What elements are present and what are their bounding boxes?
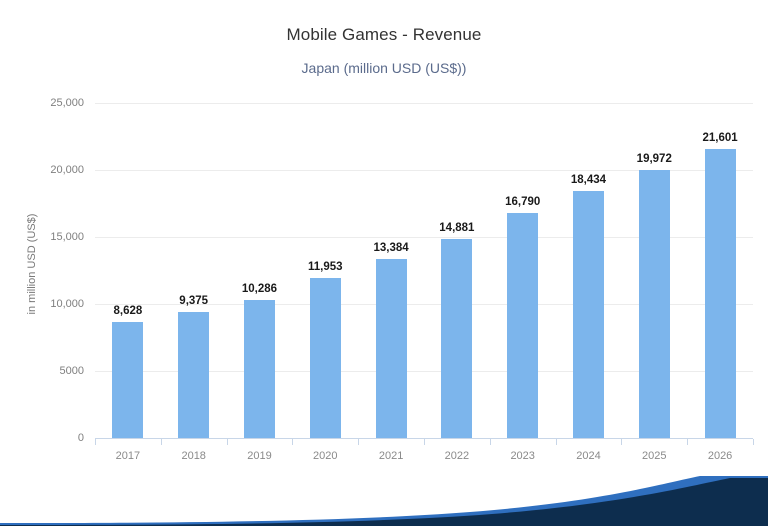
x-axis-tick-label: 2025	[642, 450, 667, 462]
x-axis-tick-mark	[292, 439, 294, 445]
bar-slot: 11,953	[292, 103, 358, 438]
bar-data-label: 21,601	[702, 131, 738, 144]
x-axis-tick-label: 2022	[444, 450, 470, 462]
x-axis-tick-mark	[226, 439, 228, 445]
x-axis-tick-mark	[489, 439, 491, 445]
bar-data-label: 18,434	[570, 174, 607, 186]
bar-data-label: 9,375	[179, 295, 209, 308]
y-axis-tick-label: 25,000	[50, 97, 84, 109]
y-axis-tick-label: 20,000	[50, 164, 84, 176]
bar-slot: 18,434	[556, 103, 622, 438]
chart-plot-frame: in million USD (US$) 0 5000 10,000 15,000 20…	[22, 0, 754, 480]
chart-subtitle: Japan (million USD (US$))	[301, 60, 467, 76]
bar-slot: 19,972	[621, 103, 687, 438]
bar-series: 8,628 9,375 10,286 11,953 13,384 14,881 16,790…	[95, 103, 753, 438]
x-axis-tick-mark	[95, 439, 96, 445]
x-axis-tick-label: 2020	[313, 450, 338, 462]
bar-slot: 16,790	[490, 103, 556, 438]
y-axis-tick-labels: 0 5000 10,000 15,000 20,000 25,000	[22, 0, 84, 480]
x-axis-tick-label: 2024	[576, 450, 601, 462]
bar[interactable]	[441, 238, 473, 438]
bar[interactable]	[309, 277, 341, 438]
x-axis-tick-mark	[358, 439, 360, 445]
y-axis-tick-label: 15,000	[50, 231, 84, 243]
x-axis-tick-mark	[160, 439, 162, 445]
gridline	[95, 237, 753, 238]
bar-data-label: 11,953	[308, 260, 343, 273]
y-axis-tick-label: 0	[77, 432, 84, 444]
bar-slot: 13,384	[358, 103, 424, 438]
x-axis-tick-label: 2019	[247, 450, 272, 462]
bar[interactable]	[704, 148, 736, 438]
bar[interactable]	[112, 322, 144, 438]
plot-area: 8,628 9,375 10,286 11,953 13,384 14,881 16,790…	[95, 103, 753, 438]
chart-footer: Source: Statista statista	[0, 476, 768, 526]
x-axis-tick-label: 2018	[181, 450, 206, 462]
bar-data-label: 10,286	[241, 283, 278, 296]
page-title: Mobile Games - Revenue	[286, 25, 482, 44]
bar[interactable]	[243, 300, 275, 438]
x-axis-tick-label: 2023	[510, 450, 535, 462]
x-axis-tick-mark	[687, 439, 689, 445]
x-axis-tick-mark	[555, 439, 557, 445]
bar[interactable]	[507, 213, 539, 438]
gridline	[95, 103, 753, 104]
gridline	[95, 170, 753, 171]
x-axis-tick-labels: 2017 2018 2019 2020 2021 2022 2023 2024 2025 2026	[95, 450, 753, 462]
bar-slot: 10,286	[227, 103, 293, 438]
x-axis-tick-label: 2017	[115, 450, 141, 462]
bar-slot: 8,628	[95, 103, 161, 438]
x-axis-tick-label: 2026	[707, 450, 733, 462]
bar-data-label: 16,790	[505, 196, 541, 209]
y-axis-tick-label: 10,000	[50, 298, 84, 310]
bar-slot: 9,375	[161, 103, 227, 438]
bar-data-label: 13,384	[373, 241, 409, 254]
x-axis-tick-mark	[424, 439, 425, 445]
gridline	[95, 371, 753, 372]
y-axis-tick-label: 5000	[59, 365, 84, 377]
bar-data-label: 8,628	[113, 305, 143, 318]
x-axis-tick-mark	[753, 439, 754, 445]
x-axis-line	[95, 438, 753, 439]
x-axis-tick-mark	[621, 439, 623, 445]
footer-banner-shape	[0, 476, 768, 526]
bar-data-label: 14,881	[439, 221, 475, 234]
bar[interactable]	[572, 191, 604, 438]
bar-slot: 14,881	[424, 103, 490, 438]
bar[interactable]	[375, 258, 407, 438]
chart-header: Mobile Games - Revenue Japan (million US…	[0, 0, 768, 76]
bar-data-label: 19,972	[636, 153, 672, 166]
bar-slot: 21,601	[687, 103, 753, 438]
bar[interactable]	[178, 312, 210, 438]
gridline	[95, 304, 753, 305]
bar[interactable]	[638, 170, 670, 438]
x-axis-tick-label: 2021	[378, 450, 404, 462]
